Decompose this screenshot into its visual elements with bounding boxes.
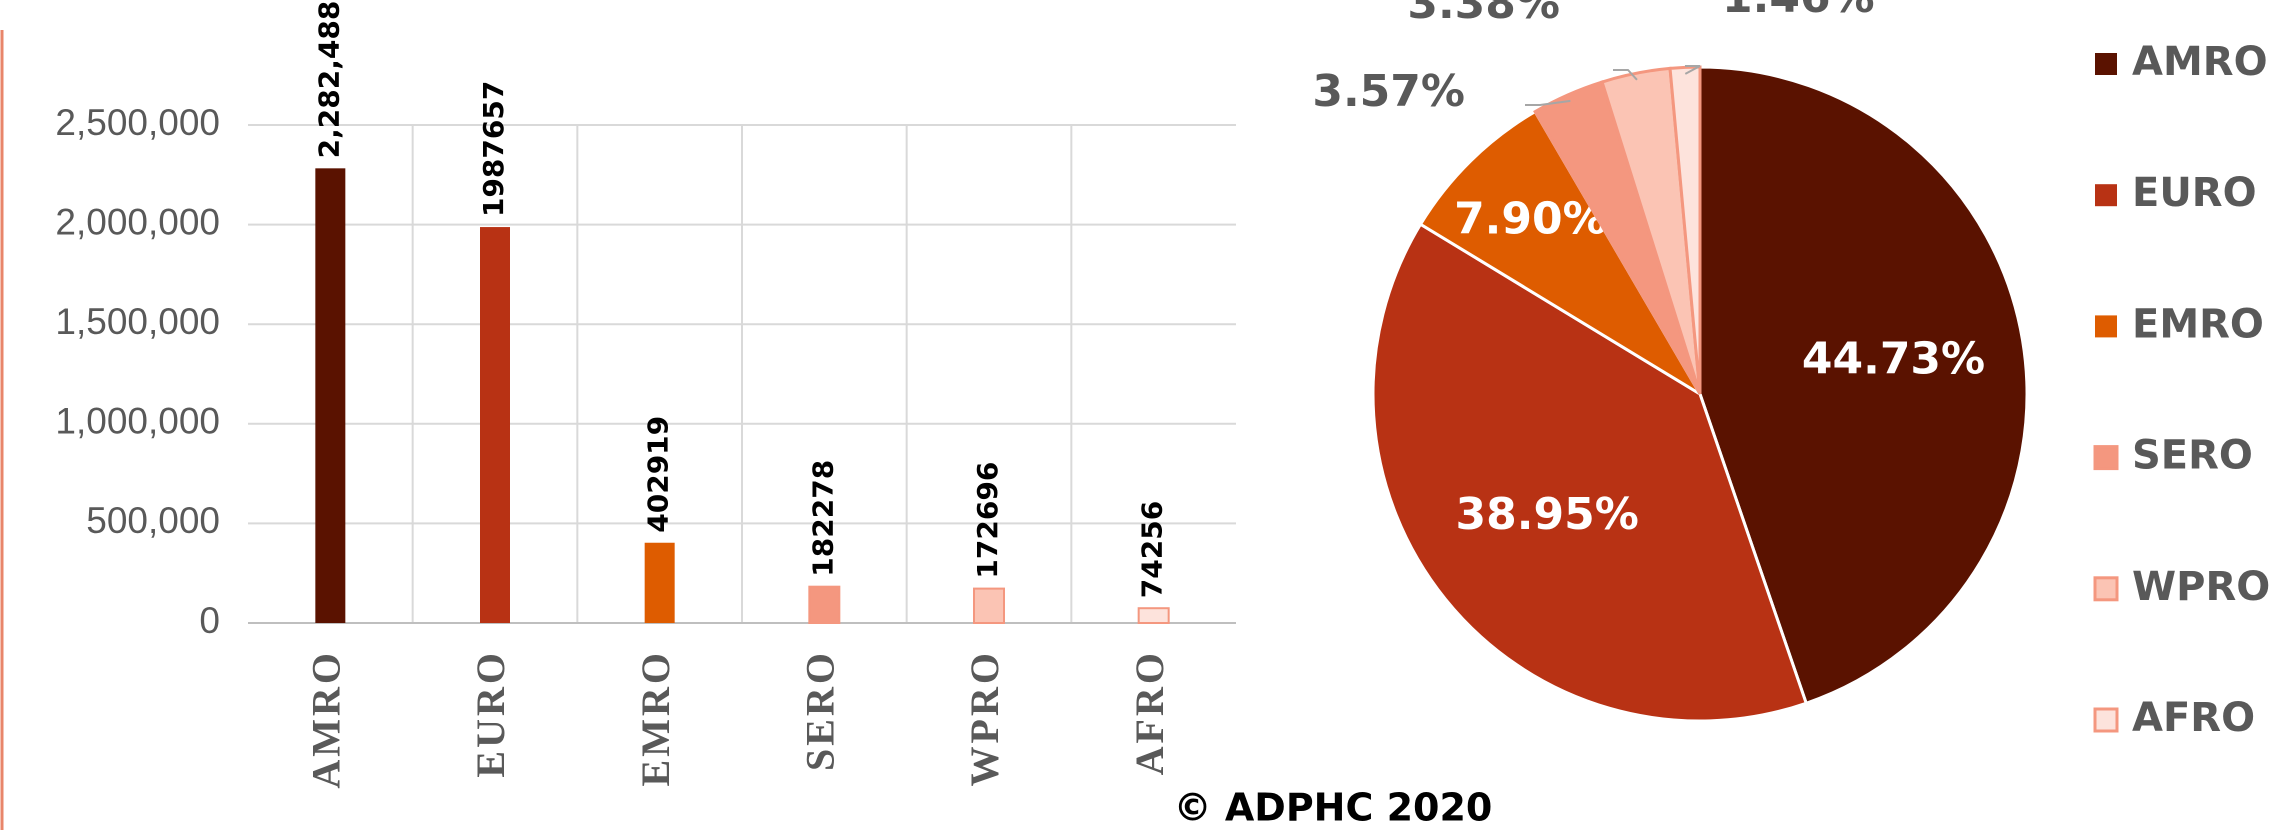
data-label: 7.90% [1454, 193, 1607, 244]
data-label: 38.95% [1456, 489, 1639, 540]
x-tick-label: EURO [468, 650, 513, 778]
y-tick-label: 1,000,000 [55, 401, 220, 442]
data-label: 172696 [971, 462, 1004, 579]
bar [315, 168, 346, 624]
data-label: 44.73% [1802, 334, 1985, 385]
data-label: 2,282,488 [312, 1, 345, 159]
y-tick-label: 0 [199, 600, 220, 641]
x-tick-label: SERO [798, 650, 843, 771]
pie-slice [1418, 109, 1702, 396]
legend-swatch [2093, 576, 2119, 602]
legend-label: EURO [2132, 170, 2257, 216]
legend-swatch [2095, 315, 2117, 338]
bar [808, 585, 841, 625]
y-tick-label: 1,500,000 [55, 301, 220, 342]
leader-line [1684, 65, 1701, 75]
x-tick-label: WPRO [962, 650, 1007, 786]
bar [1137, 607, 1170, 624]
legend-label: WPRO [2132, 564, 2270, 610]
leader-line [1525, 99, 1571, 106]
leader-line [1613, 69, 1638, 81]
legend-swatch [2095, 184, 2117, 207]
y-tick-label: 2,000,000 [55, 201, 220, 242]
data-label: 1987657 [477, 81, 510, 217]
data-label: 3.57% [1312, 66, 1465, 117]
pie-slice [1371, 222, 1809, 723]
x-tick-label: AMRO [304, 650, 349, 789]
data-label: 3.38% [1407, 0, 1560, 29]
data-label: 402919 [642, 416, 675, 533]
bar [973, 587, 1005, 624]
y-tick-label: 2,500,000 [55, 102, 220, 143]
legend-swatch [2093, 445, 2119, 471]
x-tick-label: EMRO [633, 650, 678, 786]
legend-label: EMRO [2132, 301, 2264, 347]
bar [644, 542, 675, 623]
legend-swatch [2095, 53, 2117, 75]
data-label: 74256 [1136, 501, 1169, 598]
legend-label: AFRO [2132, 695, 2255, 741]
data-label: 182278 [806, 460, 839, 577]
bar [480, 227, 510, 624]
data-label: 1.46% [1722, 0, 1875, 23]
pie-slice [1698, 65, 2029, 706]
y-tick-label: 500,000 [86, 500, 220, 541]
legend-swatch [2093, 707, 2119, 733]
footer: © ADPHC 2020 [1174, 786, 1493, 830]
legend-label: AMRO [2132, 39, 2268, 85]
x-tick-label: AFRO [1127, 650, 1172, 775]
legend-label: SERO [2132, 433, 2253, 479]
